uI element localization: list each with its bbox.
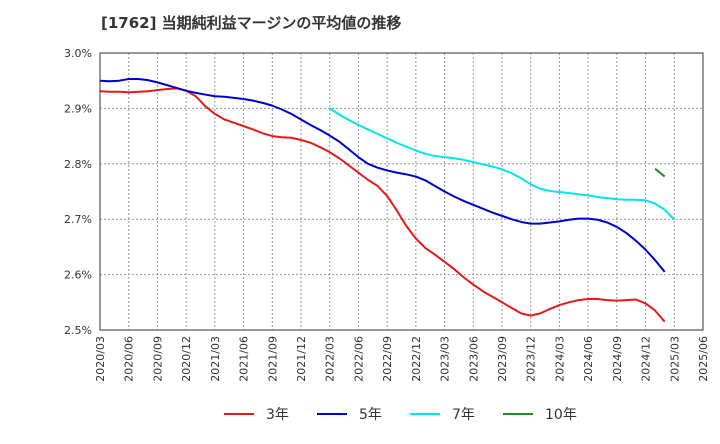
x-tick-label: 2024/06 — [582, 336, 595, 382]
y-tick-label: 2.7% — [64, 213, 92, 226]
series-line-7年 — [329, 107, 676, 221]
legend-label: 10年 — [545, 407, 577, 423]
x-tick-label: 2020/03 — [94, 336, 107, 382]
x-tick-label: 2020/12 — [180, 336, 193, 382]
x-tick-label: 2021/12 — [295, 336, 308, 382]
x-tick-label: 2021/06 — [238, 336, 251, 382]
y-axis-ticks: 3.0% 2.9% 2.8% 2.7% 2.6% 2.5% — [64, 47, 92, 337]
x-tick-label: 2022/03 — [324, 336, 337, 382]
x-tick-label: 2020/06 — [123, 336, 136, 382]
plot-area-border — [99, 52, 704, 331]
x-tick-label: 2021/09 — [266, 336, 279, 382]
x-tick-label: 2023/03 — [439, 336, 452, 382]
legend-label: 5年 — [359, 407, 382, 423]
series-line-10年 — [654, 168, 666, 178]
series-line-5年 — [99, 78, 666, 273]
x-tick-label: 2025/03 — [668, 336, 681, 382]
x-axis-ticks: 2020/03 2020/06 2020/09 2020/12 2021/03 2021/… — [94, 336, 710, 382]
y-tick-label: 2.8% — [64, 158, 92, 171]
series-lines — [99, 78, 676, 323]
y-tick-label: 2.9% — [64, 102, 92, 115]
y-tick-label: 2.6% — [64, 269, 92, 282]
legend-label: 3年 — [266, 407, 289, 423]
y-tick-label: 2.5% — [64, 324, 92, 337]
x-tick-label: 2022/06 — [352, 336, 365, 382]
x-tick-label: 2021/03 — [209, 336, 222, 382]
x-tick-label: 2024/09 — [611, 336, 624, 382]
x-tick-label: 2023/06 — [467, 336, 480, 382]
x-tick-label: 2022/12 — [410, 336, 423, 382]
x-tick-label: 2025/06 — [697, 336, 710, 382]
x-tick-label: 2020/09 — [151, 336, 164, 382]
legend-label: 7年 — [452, 407, 475, 423]
x-tick-label: 2024/03 — [553, 336, 566, 382]
grid-lines — [99, 52, 704, 331]
x-tick-label: 2023/09 — [496, 336, 509, 382]
y-tick-label: 3.0% — [64, 47, 92, 60]
x-tick-label: 2023/12 — [525, 336, 538, 382]
x-tick-label: 2022/09 — [381, 336, 394, 382]
series-line-3年 — [99, 87, 666, 323]
x-tick-label: 2024/12 — [640, 336, 653, 382]
legend: 3年 5年 7年 10年 — [224, 407, 577, 423]
chart-title: [1762] 当期純利益マージンの平均値の推移 — [101, 14, 401, 32]
